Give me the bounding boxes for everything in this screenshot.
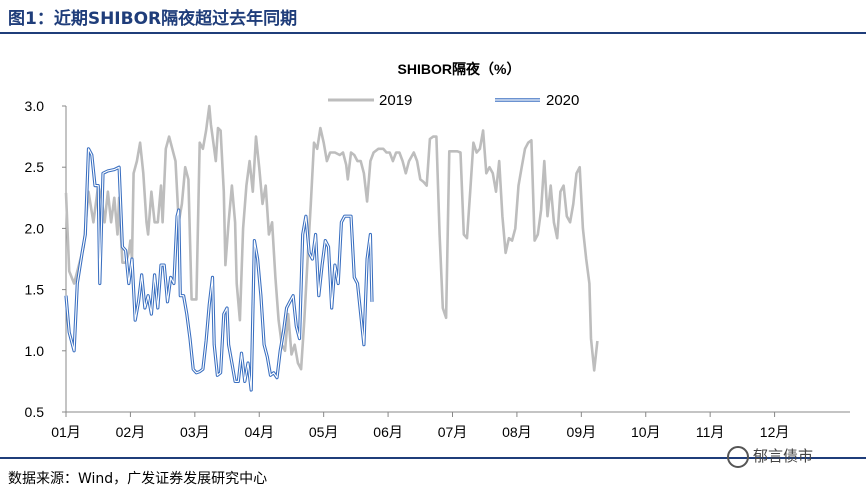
y-tick-labels: 0.5 1.0 1.5 2.0 2.5 3.0 bbox=[25, 98, 66, 420]
x-tick-label: 11月 bbox=[696, 424, 725, 440]
x-tick-label: 01月 bbox=[51, 424, 81, 440]
line-chart: SHIBOR隔夜（%） 2019 2020 0.5 1.0 1.5 2.0 2.5 3.0… bbox=[25, 61, 850, 440]
title-divider bbox=[0, 32, 866, 34]
x-tick-labels: 01月 02月 03月 04月 05月 06月 07月 08月 09月 10月 11月 12月 bbox=[51, 412, 789, 440]
series-line-inner-2020 bbox=[65, 148, 373, 391]
figure-title: 图1：近期SHIBOR隔夜超过去年同期 bbox=[8, 9, 298, 29]
x-tick-label: 12月 bbox=[760, 424, 790, 440]
watermark: 郁言债市 bbox=[727, 445, 813, 468]
x-tick-label: 09月 bbox=[567, 424, 597, 440]
legend-label-2019: 2019 bbox=[379, 92, 412, 109]
y-tick-label: 2.5 bbox=[25, 159, 45, 175]
chart-title: SHIBOR隔夜（%） bbox=[398, 61, 521, 77]
watermark-text: 郁言债市 bbox=[753, 447, 814, 465]
series-line-2019 bbox=[64, 104, 599, 372]
x-tick-label: 06月 bbox=[373, 424, 403, 440]
series-line-2020 bbox=[64, 147, 374, 392]
x-tick-label: 02月 bbox=[116, 424, 146, 440]
y-tick-label: 2.0 bbox=[25, 220, 45, 236]
x-tick-label: 07月 bbox=[438, 424, 468, 440]
x-tick-label: 03月 bbox=[180, 424, 210, 440]
y-tick-label: 1.0 bbox=[25, 343, 45, 359]
wechat-icon bbox=[727, 445, 749, 468]
x-tick-label: 10月 bbox=[631, 424, 661, 440]
y-tick-label: 0.5 bbox=[25, 404, 45, 420]
x-tick-label: 08月 bbox=[502, 424, 532, 440]
footer-divider bbox=[0, 457, 866, 459]
source-note: 数据来源：Wind，广发证券发展研究中心 bbox=[8, 471, 268, 487]
y-tick-label: 3.0 bbox=[25, 98, 45, 114]
series-layer bbox=[64, 104, 599, 392]
legend: 2019 2020 bbox=[328, 92, 579, 109]
legend-label-2020: 2020 bbox=[546, 92, 579, 109]
x-tick-label: 05月 bbox=[309, 424, 339, 440]
x-tick-label: 04月 bbox=[244, 424, 274, 440]
y-tick-label: 1.5 bbox=[25, 282, 45, 298]
